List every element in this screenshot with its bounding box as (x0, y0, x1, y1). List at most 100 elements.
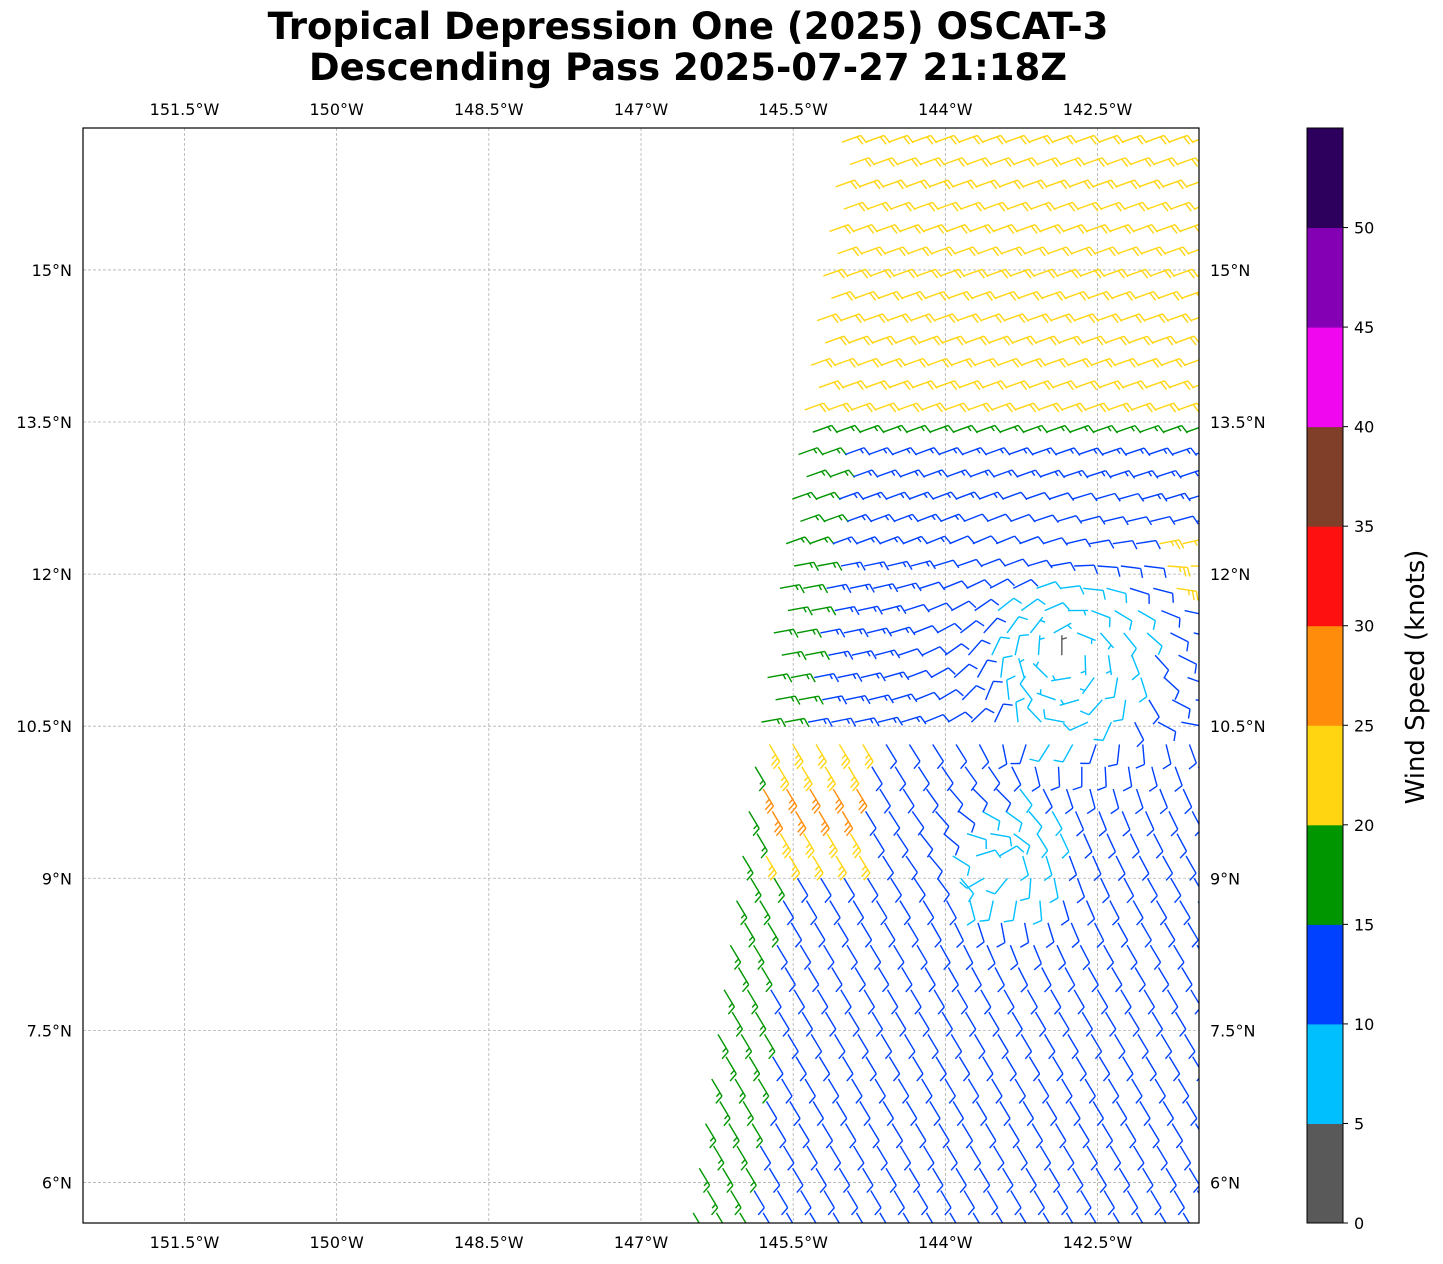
wind-barb-shaft (1185, 1100, 1198, 1119)
wind-barb-shaft (888, 810, 901, 829)
wind-barb-half-feather (722, 1047, 727, 1053)
wind-barb-feather (1105, 359, 1113, 368)
wind-barb (1028, 810, 1043, 836)
wind-barb-shaft (1065, 538, 1086, 545)
wind-barb (816, 313, 843, 324)
wind-barb-feather (1108, 247, 1116, 257)
wind-barb (1146, 201, 1173, 212)
wind-barb-feather (936, 760, 944, 770)
wind-barb-shaft (1165, 1167, 1177, 1186)
wind-barb-shaft (1033, 1190, 1045, 1209)
wind-barb-feather (1015, 697, 1025, 703)
wind-barb (1072, 492, 1098, 502)
wind-barb (750, 877, 762, 904)
wind-barb (932, 744, 945, 770)
wind-barb (735, 900, 748, 926)
wind-barb-shaft (875, 900, 888, 919)
wind-barb (913, 201, 940, 212)
wind-barb (916, 268, 942, 279)
wind-barb-shaft (1191, 811, 1199, 826)
wind-barb (1162, 855, 1174, 881)
wind-barb-feather (1018, 1095, 1026, 1104)
wind-barb (1151, 335, 1178, 346)
wind-barb (801, 766, 813, 792)
wind-barb-half-feather (866, 651, 871, 657)
wind-barb-feather (1111, 314, 1119, 324)
wind-barb-feather (769, 872, 777, 881)
wind-barb-feather (981, 761, 990, 770)
wind-barb-shaft (1187, 248, 1199, 255)
wind-barb-feather (861, 869, 869, 878)
wind-barb (989, 578, 1015, 589)
wind-barb (1041, 290, 1067, 301)
wind-barb (1114, 1034, 1126, 1060)
wind-barb (1030, 201, 1056, 212)
wind-barb-shaft (751, 1123, 764, 1142)
wind-barb-shaft (712, 1145, 725, 1164)
wind-barb (1107, 1078, 1120, 1104)
wind-barb-shaft (1036, 833, 1049, 851)
wind-barb-feather (864, 695, 871, 705)
wind-barb-shaft (869, 944, 882, 963)
wind-barb-feather (1030, 578, 1039, 587)
wind-barb-shaft (1020, 1034, 1033, 1052)
wind-barb-shaft (810, 1034, 823, 1052)
wind-barb-feather (1091, 203, 1099, 212)
wind-barb (768, 1167, 781, 1194)
wind-barb-feather (1170, 828, 1179, 837)
wind-barb-half-feather (740, 913, 746, 919)
wind-barb (782, 900, 795, 926)
wind-barb-half-feather (940, 537, 945, 543)
wind-barb-feather (834, 802, 842, 811)
wind-barb (1019, 675, 1033, 701)
wind-barb (988, 335, 1014, 346)
wind-barb-shaft (941, 1011, 954, 1030)
wind-barb-feather (837, 869, 845, 878)
wind-barb-feather (1042, 1095, 1050, 1104)
wind-barb-shaft (818, 1056, 831, 1075)
wind-barb-feather (1135, 763, 1145, 769)
wind-barb-feather (990, 1207, 999, 1216)
wind-barb (977, 246, 1003, 257)
wind-barb-shaft (966, 579, 985, 589)
wind-barb (857, 357, 883, 368)
wind-barb-shaft (1072, 1167, 1084, 1186)
wind-barb-shaft (1017, 967, 1029, 986)
wind-barb-feather (859, 561, 866, 571)
wind-barb-shaft (1181, 967, 1193, 986)
wind-barb (930, 667, 956, 679)
wind-barb-feather (1174, 540, 1181, 550)
wind-barb (829, 469, 856, 478)
wind-barb-shaft (820, 877, 832, 896)
wind-barb-feather (798, 584, 805, 594)
wind-barb-feather (966, 180, 974, 190)
wind-barb (1014, 634, 1029, 656)
wind-barb-feather (1076, 829, 1085, 837)
wind-barb-shaft (1069, 721, 1089, 731)
wind-barb-half-feather (1039, 637, 1045, 640)
wind-barb-half-feather (1069, 448, 1074, 454)
wind-barb (971, 290, 997, 301)
wind-barb-shaft (1148, 1123, 1160, 1142)
wind-barb-feather (1055, 828, 1063, 837)
wind-barb-feather (729, 1073, 737, 1082)
wind-barb-shaft (911, 810, 925, 829)
wind-barb-shaft (1144, 811, 1155, 830)
wind-barb (841, 134, 868, 145)
wind-barb-feather (1084, 1207, 1092, 1216)
wind-barb-shaft (740, 1034, 753, 1052)
wind-barb (860, 672, 886, 682)
wind-barb-shaft (1123, 877, 1135, 897)
wind-barb (1020, 1034, 1033, 1060)
wind-barb (1003, 313, 1030, 324)
wind-barb (1190, 989, 1199, 1015)
wind-barb-shaft (984, 681, 994, 701)
wind-barb-shaft (933, 989, 945, 1008)
wind-barb-half-feather (1067, 624, 1072, 630)
wind-barb-feather (1145, 516, 1153, 526)
wind-barb-half-feather (838, 865, 843, 871)
wind-barb-shaft (1036, 692, 1056, 701)
wind-barb (1065, 1212, 1074, 1223)
wind-barb-feather (926, 381, 934, 391)
wind-barb-feather (896, 180, 904, 190)
